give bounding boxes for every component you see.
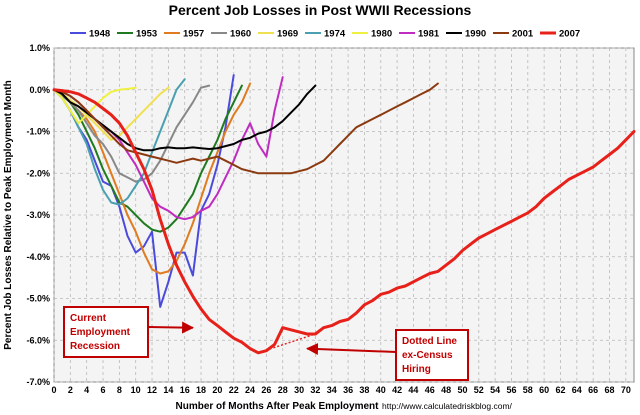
legend-label-1981: 1981 — [418, 29, 440, 40]
x-tick-label: 30 — [294, 385, 304, 395]
x-tick-label: 4 — [84, 385, 89, 395]
y-tick-label: -2.0% — [26, 168, 50, 178]
annotation-arrow — [306, 343, 397, 356]
x-tick-label: 46 — [425, 385, 435, 395]
x-tick-label: 18 — [196, 385, 206, 395]
legend-label-1969: 1969 — [277, 29, 298, 40]
x-tick-label: 44 — [408, 385, 418, 395]
x-tick-label: 58 — [523, 385, 533, 395]
legend-label-1990: 1990 — [465, 29, 486, 40]
x-tick-label: 14 — [163, 385, 173, 395]
y-tick-label: 0.0% — [29, 85, 50, 95]
series-layer — [52, 74, 636, 355]
x-tick-label: 0 — [51, 385, 56, 395]
y-tick-label: -4.0% — [26, 252, 50, 262]
x-tick-label: 20 — [212, 385, 222, 395]
x-tick-label: 28 — [278, 385, 288, 395]
x-tick-label: 2 — [68, 385, 73, 395]
x-tick-label: 38 — [359, 385, 369, 395]
series-line-1948 — [53, 74, 235, 308]
legend-label-1957: 1957 — [183, 29, 204, 40]
x-tick-label: 22 — [229, 385, 239, 395]
legend-label-2007: 2007 — [559, 29, 580, 40]
y-axis: 1.0% 0.0% -1.0% -2.0% -3.0% -4.0% -5.0% -6.0% -7… — [26, 43, 50, 387]
annotation-line: Hiring — [402, 364, 431, 375]
x-tick-label: 62 — [555, 385, 565, 395]
y-tick-label: 1.0% — [29, 43, 50, 53]
annotation-line: Current — [70, 313, 107, 324]
x-tick-label: 52 — [474, 385, 484, 395]
chart-title: Percent Job Losses in Post WWII Recessio… — [169, 2, 472, 18]
series-line-1960 — [53, 84, 211, 183]
y-tick-label: -7.0% — [26, 377, 50, 387]
series-line-1974 — [53, 78, 186, 206]
x-tick-label: 68 — [604, 385, 614, 395]
x-tick-label: 70 — [621, 385, 631, 395]
x-axis: 0 2 4 6 8 10 12 14 16 18 20 22 24 26 28 30 32 34 36 38 40 42 4… — [51, 385, 630, 395]
annotation-arrow — [147, 321, 195, 334]
source-url: http://www.calculatedriskblog.com/ — [382, 401, 513, 411]
legend-label-1948: 1948 — [89, 29, 110, 40]
x-tick-label: 60 — [539, 385, 549, 395]
x-tick-label: 10 — [131, 385, 141, 395]
y-tick-label: -3.0% — [26, 210, 50, 220]
x-tick-label: 26 — [261, 385, 271, 395]
y-tick-label: -6.0% — [26, 335, 50, 345]
legend-label-1974: 1974 — [324, 29, 346, 40]
annotation-line: Dotted Line — [402, 336, 457, 347]
series-line-1953 — [53, 84, 243, 233]
series-line-2007 — [52, 88, 636, 355]
y-tick-label: -5.0% — [26, 294, 50, 304]
x-tick-label: 50 — [457, 385, 467, 395]
annotation-line: Employment — [70, 327, 131, 338]
x-tick-label: 12 — [147, 385, 157, 395]
x-tick-label: 56 — [506, 385, 516, 395]
legend-label-1980: 1980 — [371, 29, 392, 40]
y-tick-label: -1.0% — [26, 127, 50, 137]
annotation-box — [395, 329, 469, 381]
x-tick-label: 36 — [343, 385, 353, 395]
annotation-line: ex-Census — [402, 350, 453, 361]
annotation-box — [63, 306, 149, 358]
y-axis-label: Percent Job Losses Relative to Peak Empl… — [3, 80, 14, 350]
x-tick-label: 54 — [490, 385, 500, 395]
chart-legend: 1948 1953 1957 1960 1969 1974 1980 1981 1990 2001… — [70, 29, 580, 40]
annotations-layer: Current Employment Recession Dotted Line ex-… — [63, 306, 469, 381]
x-tick-label: 34 — [327, 385, 337, 395]
series-line-1980 — [53, 86, 137, 125]
x-tick-label: 42 — [392, 385, 402, 395]
legend-label-1960: 1960 — [230, 29, 251, 40]
x-axis-label: Number of Months After Peak Employment — [176, 401, 380, 412]
x-tick-label: 32 — [310, 385, 320, 395]
series-line-2001 — [53, 82, 439, 175]
x-tick-label: 64 — [572, 385, 582, 395]
x-tick-label: 8 — [117, 385, 122, 395]
legend-label-1953: 1953 — [136, 29, 157, 40]
annotation-line: Recession — [70, 341, 120, 352]
x-tick-label: 6 — [101, 385, 106, 395]
series-line-1969 — [53, 86, 170, 141]
legend-label-2001: 2001 — [512, 29, 534, 40]
x-tick-label: 24 — [245, 385, 255, 395]
x-tick-label: 40 — [376, 385, 386, 395]
x-tick-label: 66 — [588, 385, 598, 395]
series-line-1957 — [53, 82, 252, 275]
x-tick-label: 48 — [441, 385, 451, 395]
x-tick-label: 16 — [180, 385, 190, 395]
